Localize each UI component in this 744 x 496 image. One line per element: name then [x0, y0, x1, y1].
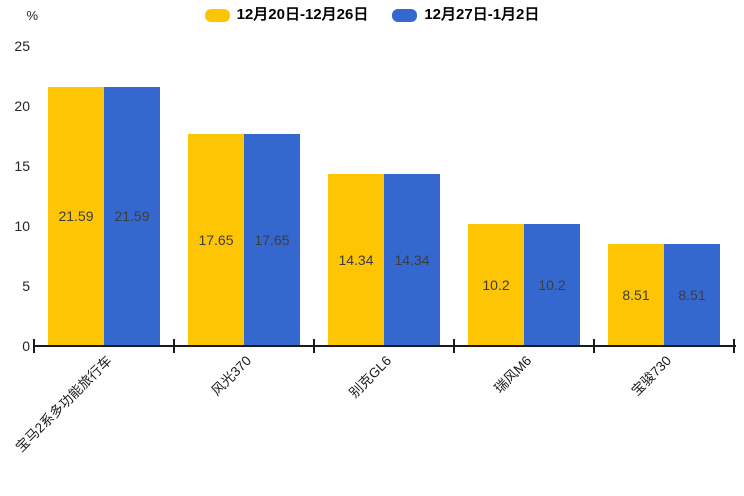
x-category-label: 宝马2系多功能旅行车	[12, 353, 115, 455]
x-axis-line	[34, 345, 736, 347]
y-tick-label: 15	[14, 158, 30, 174]
y-tick-label: 10	[14, 218, 30, 234]
axis-tick	[733, 339, 735, 353]
bar-value-label: 8.51	[678, 286, 706, 303]
axis-tick	[313, 339, 315, 353]
axis-tick	[593, 339, 595, 353]
y-tick-label: 5	[22, 278, 30, 294]
bar-series1	[608, 243, 664, 346]
bar-series1	[48, 86, 104, 346]
bar-value-label: 21.59	[114, 208, 150, 225]
axis-tick	[173, 339, 175, 353]
bar-series1	[328, 173, 384, 346]
bar-value-label: 10.2	[538, 276, 566, 293]
legend-item-week1[interactable]: 12月20日-12月26日	[204, 5, 369, 25]
legend-label-week2: 12月27日-1月2日	[424, 6, 540, 23]
axis-tick	[33, 339, 35, 353]
bar-value-label: 17.65	[254, 232, 290, 249]
bar-series2	[384, 173, 440, 346]
bar-series1	[188, 134, 244, 346]
bar-value-label: 17.65	[198, 232, 234, 249]
bar-series2	[244, 134, 300, 346]
bar-value-label: 14.34	[338, 251, 374, 268]
bar-series2	[104, 86, 160, 346]
legend-swatch-blue	[392, 8, 418, 22]
legend: 12月20日-12月26日 12月27日-1月2日	[0, 5, 744, 25]
legend-swatch-yellow	[204, 8, 230, 22]
x-category-label: 瑞风M6	[491, 353, 535, 396]
y-tick-label: 0	[22, 338, 30, 354]
bar-value-label: 8.51	[622, 286, 650, 303]
bar-series1	[468, 223, 524, 346]
axis-tick	[453, 339, 455, 353]
legend-label-week1: 12月20日-12月26日	[236, 6, 369, 23]
x-category-label: 风光370	[208, 353, 255, 399]
legend-item-week2[interactable]: 12月27日-1月2日	[392, 5, 539, 25]
x-category-label: 别克GL6	[346, 353, 395, 401]
y-tick-label: 20	[14, 98, 30, 114]
bar-value-label: 10.2	[482, 276, 510, 293]
bar-series2	[524, 223, 580, 346]
y-axis-unit-label: %	[26, 8, 38, 23]
bar-series2	[664, 243, 720, 346]
x-category-label: 宝骏730	[628, 353, 675, 399]
y-tick-label: 25	[14, 38, 30, 54]
bar-value-label: 21.59	[58, 208, 94, 225]
bar-value-label: 14.34	[394, 251, 430, 268]
